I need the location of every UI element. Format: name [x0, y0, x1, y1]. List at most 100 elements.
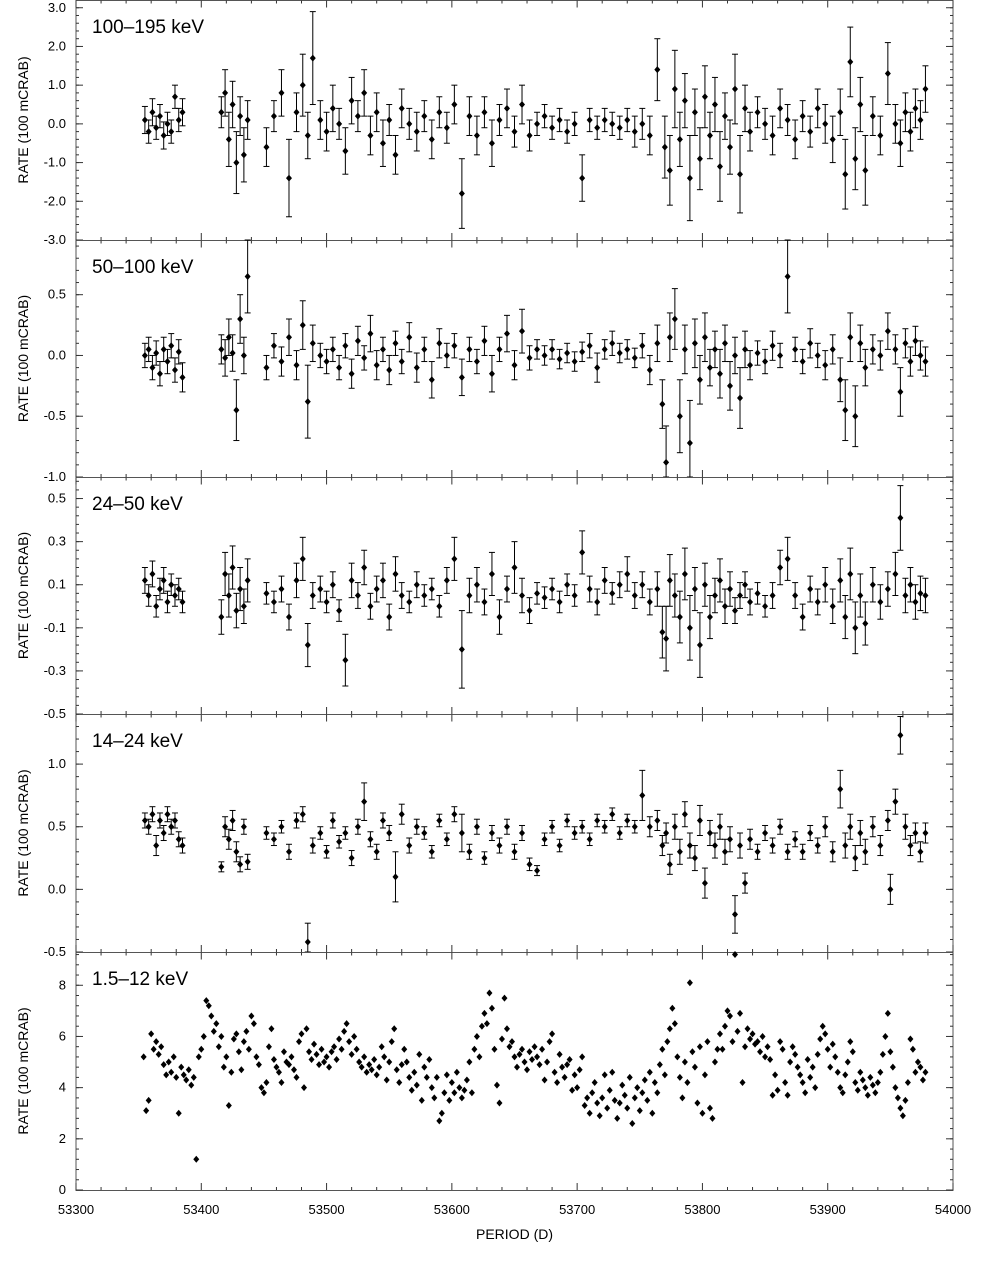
data-point — [686, 174, 693, 182]
data-point — [852, 624, 859, 632]
data-point — [812, 1084, 819, 1092]
data-point — [762, 120, 769, 128]
data-point — [164, 358, 171, 366]
data-point — [288, 1053, 295, 1061]
data-point — [503, 1025, 510, 1033]
data-point — [742, 1043, 749, 1051]
data-point — [747, 598, 754, 606]
data-point — [318, 1045, 325, 1053]
data-point — [691, 339, 698, 347]
data-point — [769, 842, 776, 850]
data-point — [516, 1050, 523, 1058]
data-point — [222, 570, 229, 578]
data-point — [716, 823, 723, 831]
data-point — [624, 116, 631, 124]
data-point — [149, 364, 156, 372]
data-point — [423, 1073, 430, 1081]
data-point — [383, 1076, 390, 1084]
data-point — [857, 339, 864, 347]
data-point — [488, 1004, 495, 1012]
data-point — [193, 1155, 200, 1163]
data-point — [564, 1061, 571, 1069]
data-point — [175, 1109, 182, 1117]
data-point — [864, 1091, 871, 1099]
data-point — [549, 1030, 556, 1038]
data-point — [165, 1058, 172, 1066]
data-point — [336, 1035, 343, 1043]
data-point — [481, 598, 488, 606]
data-point — [912, 1068, 919, 1076]
data-point — [418, 1096, 425, 1104]
data-point — [451, 810, 458, 818]
data-point — [769, 131, 776, 139]
data-point — [666, 166, 673, 174]
data-point — [661, 143, 668, 151]
data-point — [807, 128, 814, 136]
data-point — [606, 1086, 613, 1094]
data-point — [149, 810, 156, 818]
energy-band-label: 24–50 keV — [92, 494, 183, 515]
data-point — [671, 592, 678, 599]
data-point — [451, 1089, 458, 1097]
data-point — [230, 1035, 237, 1043]
data-point — [621, 1091, 628, 1099]
data-point — [892, 345, 899, 353]
data-point — [348, 1050, 355, 1058]
data-point — [922, 1068, 929, 1076]
data-point — [398, 1061, 405, 1069]
data-point — [634, 1084, 641, 1092]
data-point — [406, 1073, 413, 1081]
data-point — [837, 785, 844, 793]
data-point — [473, 581, 480, 589]
data-point — [160, 345, 167, 353]
data-point — [686, 979, 693, 987]
x-tick-label: 53700 — [559, 1202, 595, 1217]
data-point — [684, 1079, 691, 1087]
data-point — [373, 848, 380, 856]
data-point — [478, 1022, 485, 1030]
data-point — [153, 602, 160, 610]
data-point — [496, 842, 503, 850]
data-point — [654, 1089, 661, 1097]
data-point — [814, 842, 821, 850]
data-point — [814, 351, 821, 359]
data-point — [847, 823, 854, 831]
data-point — [311, 1040, 318, 1048]
data-point — [691, 585, 698, 593]
data-point — [468, 1089, 475, 1097]
data-point — [153, 842, 160, 850]
data-point — [519, 1045, 526, 1053]
data-point — [240, 151, 247, 159]
data-point — [428, 848, 435, 856]
data-point — [686, 439, 693, 447]
data-point — [155, 1050, 162, 1058]
data-point — [807, 339, 814, 347]
data-point — [453, 1068, 460, 1076]
data-point — [869, 823, 876, 831]
data-point — [508, 1038, 515, 1046]
data-point — [842, 613, 849, 621]
data-point — [406, 333, 413, 341]
data-point — [521, 1058, 528, 1066]
data-point — [250, 1020, 257, 1028]
data-point — [686, 624, 693, 632]
data-point — [754, 1038, 761, 1046]
data-point — [451, 555, 458, 563]
data-point — [894, 1094, 901, 1102]
data-point — [218, 613, 225, 621]
energy-band-label: 50–100 keV — [92, 257, 194, 278]
data-point — [701, 1071, 708, 1079]
data-point — [361, 563, 368, 571]
data-point — [887, 885, 894, 893]
data-point — [862, 166, 869, 174]
data-point — [401, 1045, 408, 1053]
data-point — [451, 101, 458, 109]
data-point — [534, 120, 541, 128]
data-point — [599, 1094, 606, 1102]
data-point — [659, 628, 666, 636]
data-point — [549, 124, 556, 132]
data-point — [321, 1058, 328, 1066]
data-point — [229, 816, 236, 824]
data-point — [724, 1007, 731, 1015]
